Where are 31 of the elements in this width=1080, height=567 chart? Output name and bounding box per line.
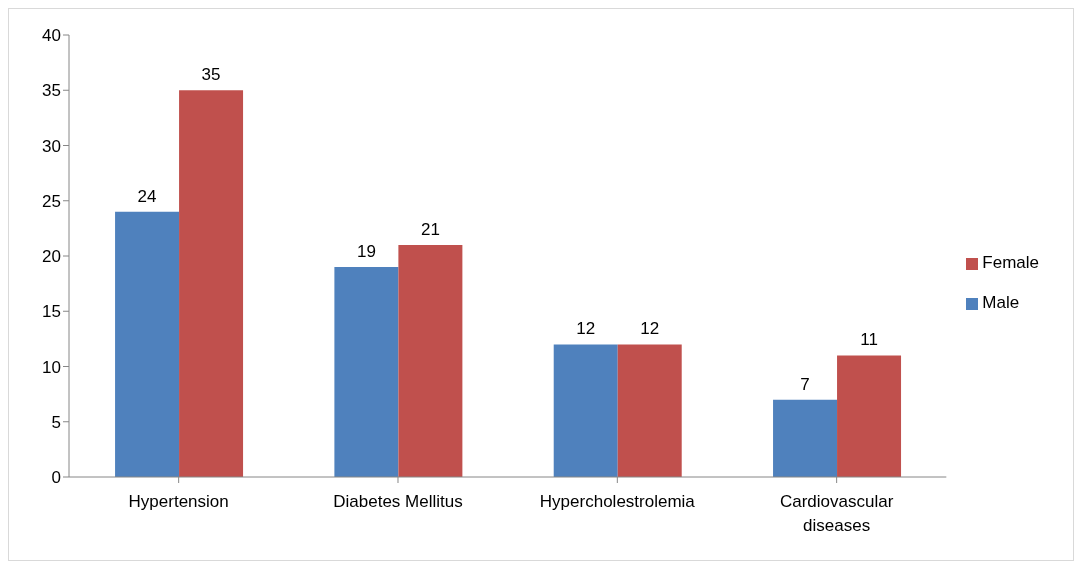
- y-tick-label: 25: [42, 191, 61, 211]
- bar: [553, 344, 618, 477]
- data-label: 24: [137, 186, 157, 206]
- data-label: 12: [640, 319, 660, 339]
- x-tick-label: Hypercholestrolemia: [539, 492, 696, 511]
- data-label: 12: [576, 319, 596, 339]
- y-tick-label: 30: [42, 136, 61, 156]
- bar: [617, 344, 682, 477]
- y-tick-label: 35: [42, 81, 61, 101]
- x-tick-label: Diabetes Mellitus: [333, 492, 463, 511]
- data-label: 19: [356, 242, 376, 262]
- y-tick-label: 40: [42, 26, 61, 46]
- y-tick-label: 5: [51, 412, 61, 432]
- bar: [115, 211, 180, 477]
- y-tick-label: 0: [51, 468, 61, 488]
- legend-label: Female: [982, 253, 1039, 272]
- y-tick-label: 15: [42, 302, 61, 322]
- x-tick-label: Cardiovascular diseases: [779, 492, 894, 535]
- x-tick-label: Hypertension: [128, 492, 229, 511]
- data-label: 21: [420, 219, 440, 239]
- data-label: 7: [800, 374, 810, 394]
- y-tick-label: 10: [42, 357, 61, 377]
- legend-label: Male: [982, 293, 1020, 312]
- bar: [773, 399, 838, 477]
- bar: [179, 90, 244, 477]
- y-tick-label: 20: [42, 247, 61, 267]
- data-label: 11: [860, 330, 878, 350]
- bar: [334, 267, 399, 477]
- bar: [837, 355, 902, 477]
- bar: [398, 244, 463, 477]
- data-label: 35: [201, 65, 221, 85]
